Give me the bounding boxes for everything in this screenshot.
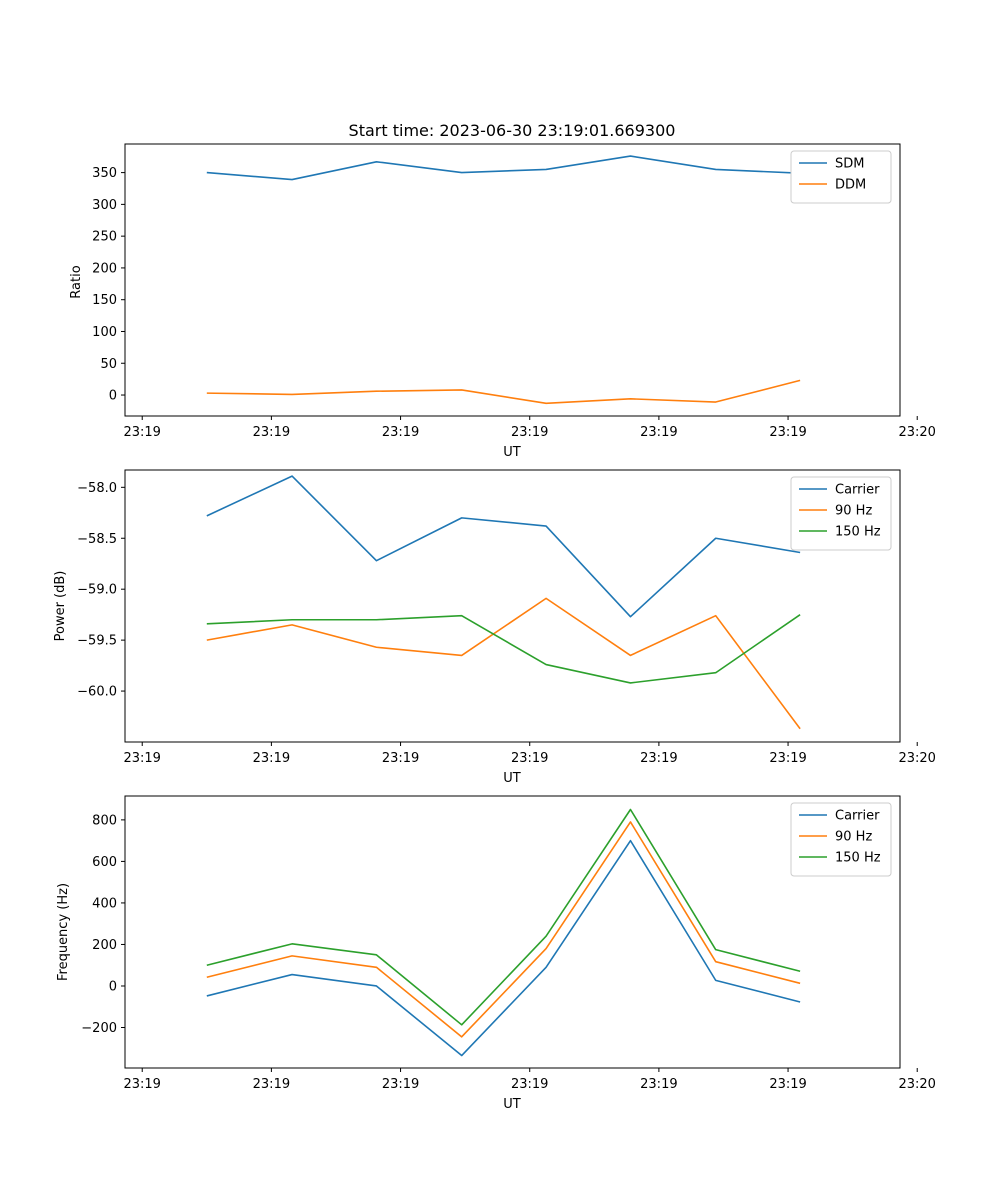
x-tick-label: 23:19 [253, 425, 290, 440]
x-tick-label: 23:20 [898, 425, 935, 440]
x-tick-label: 23:19 [123, 425, 160, 440]
y-tick-label: 0 [109, 979, 117, 994]
x-tick-label: 23:19 [382, 1077, 419, 1092]
y-tick-label: −200 [81, 1021, 117, 1036]
y-tick-label: 100 [92, 325, 117, 340]
x-tick-label: 23:20 [898, 751, 935, 766]
legend-label: DDM [835, 178, 866, 193]
series-line-0 [206, 155, 801, 181]
chart-title: Start time: 2023-06-30 23:19:01.669300 [349, 121, 676, 140]
x-tick-label: 23:19 [769, 425, 806, 440]
x-tick-label: 23:19 [769, 751, 806, 766]
x-tick-label: 23:19 [511, 1077, 548, 1092]
y-tick-label: 400 [92, 896, 117, 911]
y-tick-label: 350 [92, 166, 117, 181]
legend-box [790, 150, 892, 204]
legend: Carrier 90 Hz 150 Hz [790, 476, 892, 551]
y-axis-label: Frequency (Hz) [56, 883, 71, 981]
y-axis-label: Ratio [69, 265, 84, 298]
legend-label: SDM [835, 157, 864, 172]
x-tick-label: 23:19 [769, 1077, 806, 1092]
legend-label: 150 Hz [835, 525, 881, 540]
y-tick-label: 300 [92, 198, 117, 213]
y-tick-label: −58.5 [77, 532, 117, 547]
series-line-0 [206, 839, 801, 1057]
x-axis-label: UT [503, 771, 521, 786]
plot-frame [124, 143, 901, 417]
y-tick-label: 0 [109, 389, 117, 404]
y-tick-label: −60.0 [77, 685, 117, 700]
x-tick-label: 23:19 [382, 425, 419, 440]
x-tick-label: 23:19 [640, 1077, 677, 1092]
x-tick-label: 23:19 [382, 751, 419, 766]
series-line-1 [206, 597, 801, 730]
x-tick-label: 23:19 [640, 425, 677, 440]
y-tick-label: −59.0 [77, 583, 117, 598]
y-axis-label: Power (dB) [53, 571, 68, 642]
y-tick-label: 200 [92, 938, 117, 953]
legend-label: 90 Hz [835, 504, 872, 519]
panel-power: 23:19 23:19 23:19 23:19 23:19 23:19 23:20 −60.0… [53, 469, 936, 786]
x-axis-label: UT [503, 445, 521, 460]
legend-label: Carrier [835, 483, 880, 498]
x-tick-label: 23:19 [123, 1077, 160, 1092]
legend-label: 90 Hz [835, 830, 872, 845]
legend: SDM DDM [790, 150, 892, 204]
legend-label: Carrier [835, 809, 880, 824]
plot-frame [124, 469, 901, 743]
series-line-0 [206, 475, 801, 618]
x-axis-label: UT [503, 1097, 521, 1112]
legend-label: 150 Hz [835, 851, 881, 866]
y-tick-label: 50 [100, 357, 117, 372]
panel-ratio: Start time: 2023-06-30 23:19:01.669300 2… [69, 121, 936, 460]
y-tick-label: −59.5 [77, 634, 117, 649]
y-tick-label: 600 [92, 855, 117, 870]
y-tick-label: 800 [92, 813, 117, 828]
x-tick-label: 23:19 [511, 425, 548, 440]
series-line-1 [206, 379, 801, 405]
series-line-2 [206, 808, 801, 1026]
legend: Carrier 90 Hz 150 Hz [790, 802, 892, 877]
x-tick-label: 23:19 [253, 1077, 290, 1092]
panel-frequency: 23:19 23:19 23:19 23:19 23:19 23:19 23:20 −200 0… [56, 795, 936, 1112]
x-tick-label: 23:19 [511, 751, 548, 766]
x-tick-label: 23:19 [640, 751, 677, 766]
plot-frame [124, 795, 901, 1069]
x-tick-label: 23:19 [123, 751, 160, 766]
y-tick-label: 150 [92, 293, 117, 308]
x-tick-label: 23:19 [253, 751, 290, 766]
series-line-1 [206, 821, 801, 1038]
y-tick-label: 200 [92, 261, 117, 276]
series-line-2 [206, 614, 801, 684]
x-tick-label: 23:20 [898, 1077, 935, 1092]
y-tick-label: 250 [92, 230, 117, 245]
y-tick-label: −58.0 [77, 481, 117, 496]
